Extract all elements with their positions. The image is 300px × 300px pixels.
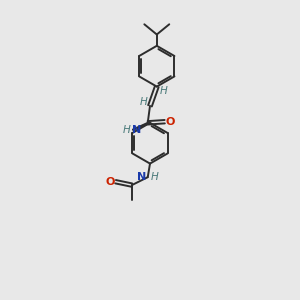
Text: N: N [132,124,141,135]
Text: H: H [122,124,130,135]
Text: H: H [140,97,148,107]
Text: O: O [165,117,174,127]
Text: O: O [106,177,115,187]
Text: H: H [151,172,158,182]
Text: N: N [137,172,146,182]
Text: H: H [159,86,167,96]
